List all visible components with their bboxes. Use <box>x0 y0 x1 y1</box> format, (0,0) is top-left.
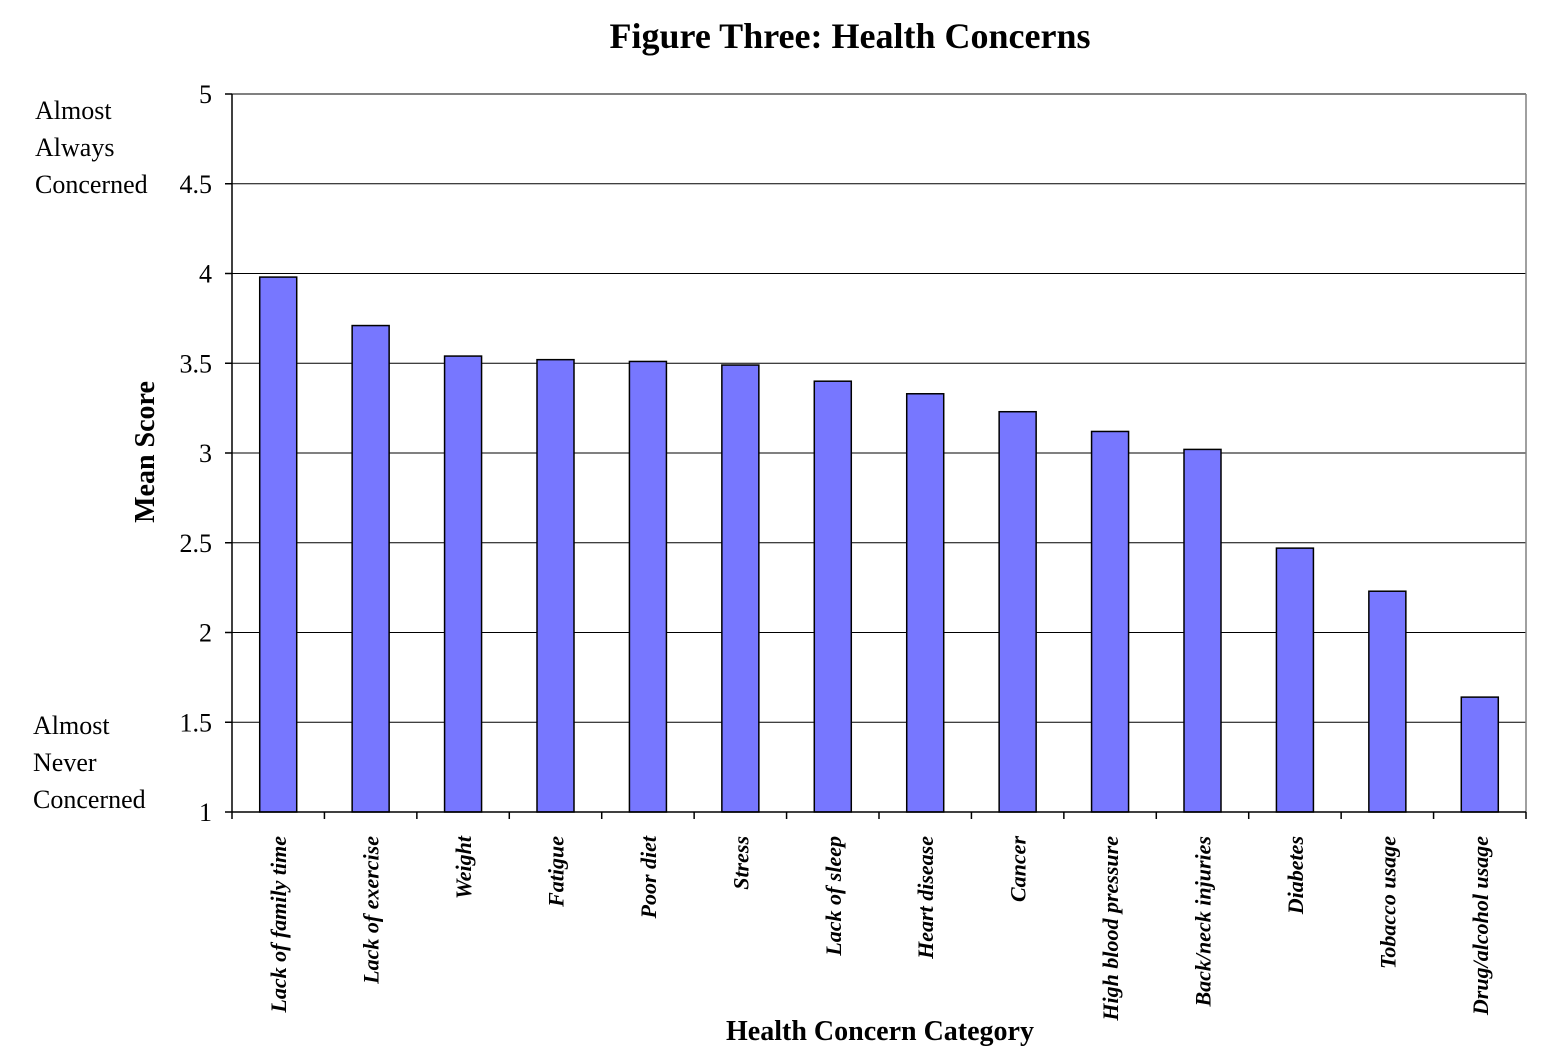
bar <box>1090 430 1130 813</box>
y-tick-label: 2.5 <box>180 529 213 558</box>
gridlines <box>232 93 1526 723</box>
bar <box>721 364 760 813</box>
y-axis-title: Mean Score <box>130 381 161 523</box>
x-tick-label: Diabetes <box>1283 836 1308 915</box>
chart-title: Figure Three: Health Concerns <box>610 16 1091 56</box>
x-tick-label: Poor diet <box>636 835 661 919</box>
x-tick-label: Back/neck injuries <box>1191 836 1216 1008</box>
y-tick-label: 3 <box>199 439 212 468</box>
y-tick-label: 1 <box>199 798 212 827</box>
bar <box>905 393 945 813</box>
y-anchor-label-high: Almost Always Concerned <box>35 96 148 199</box>
y-anchor-label-low: Almost Never Concerned <box>33 711 146 814</box>
bar <box>998 410 1037 813</box>
x-tick-label: Stress <box>728 836 753 890</box>
bar <box>1183 448 1222 813</box>
x-tick-label: Lack of exercise <box>359 836 384 985</box>
bar <box>1368 590 1407 813</box>
x-tick-label: Lack of sleep <box>821 836 846 957</box>
y-tick-label: 3.5 <box>180 349 213 378</box>
y-anchor-high-line-1: Almost <box>35 96 112 125</box>
y-tick-label: 4 <box>199 260 212 289</box>
y-tick-label: 5 <box>199 80 212 109</box>
bar <box>1460 696 1500 813</box>
bars <box>258 276 1500 813</box>
x-tick-label: Fatigue <box>544 836 569 908</box>
y-anchor-low-line-3: Concerned <box>33 785 146 814</box>
bar <box>443 355 483 813</box>
bar <box>351 324 390 813</box>
y-anchor-low-line-1: Almost <box>33 711 110 740</box>
y-tick-label: 4.5 <box>180 170 213 199</box>
x-tick-label: Heart disease <box>913 836 938 960</box>
x-tick-label: High blood pressure <box>1098 836 1123 1022</box>
y-anchor-low-line-2: Never <box>33 748 97 777</box>
x-tick-label: Tobacco usage <box>1375 836 1400 969</box>
y-tick-label: 2 <box>199 619 212 648</box>
axes <box>225 93 1527 819</box>
bar <box>813 380 853 813</box>
y-anchor-high-line-2: Always <box>35 133 114 162</box>
x-tick-label: Cancer <box>1006 836 1031 902</box>
bar <box>1275 547 1315 813</box>
y-tick-label: 1.5 <box>180 708 213 737</box>
x-axis-title: Health Concern Category <box>726 1016 1034 1047</box>
bar <box>536 358 575 813</box>
x-tick-labels: Lack of family time Lack of exercise Weigh… <box>266 835 1493 1021</box>
y-tick-labels: 1 1.5 2 2.5 3 3.5 4 4.5 5 <box>180 80 213 827</box>
x-tick-label: Lack of family time <box>266 836 291 1014</box>
y-anchor-high-line-3: Concerned <box>35 170 148 199</box>
x-tick-label: Weight <box>451 835 476 899</box>
x-tick-label: Drug/alcohol usage <box>1468 836 1493 1016</box>
bar <box>258 276 298 813</box>
bar <box>628 360 668 813</box>
